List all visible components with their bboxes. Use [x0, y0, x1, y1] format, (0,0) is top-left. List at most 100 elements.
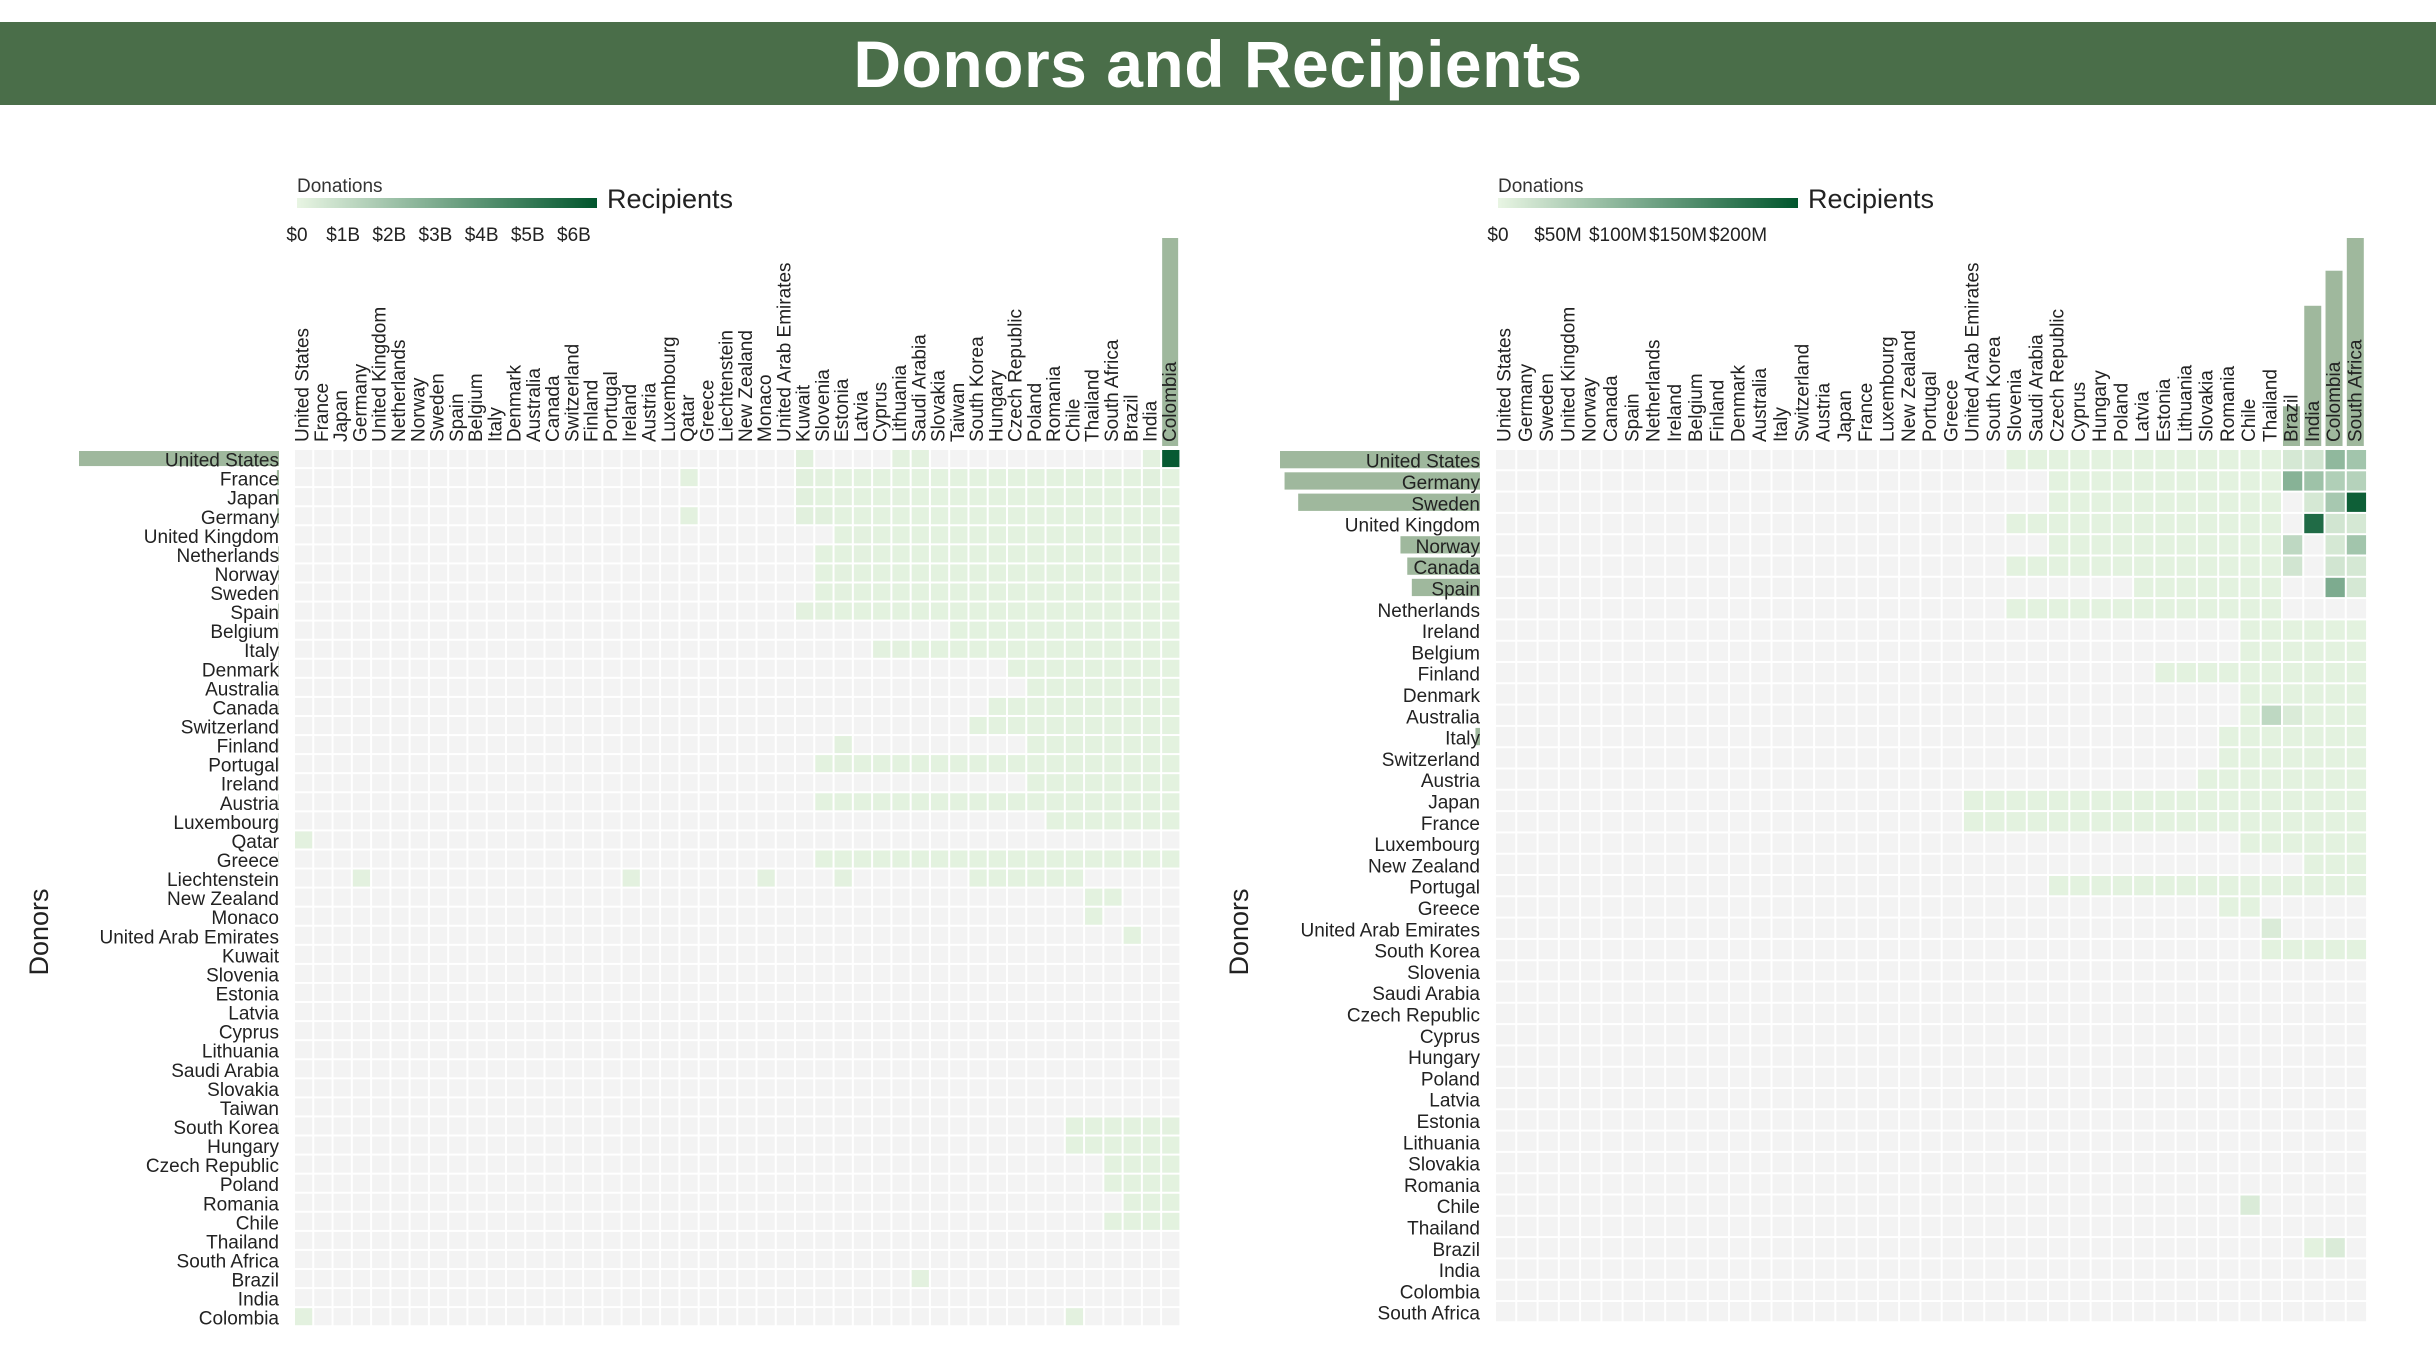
heatmap-cell — [2113, 791, 2132, 810]
heatmap-cell — [391, 679, 408, 696]
heatmap-cell — [1539, 1259, 1558, 1278]
heatmap-cell — [353, 1232, 370, 1249]
heatmap-cell — [1143, 1117, 1160, 1134]
heatmap-cell — [757, 736, 774, 753]
heatmap-cell — [372, 1060, 389, 1077]
heatmap-cell — [1602, 876, 1621, 895]
heatmap-cell — [892, 1117, 909, 1134]
heatmap-cell — [1921, 1196, 1940, 1215]
heatmap-cell — [1985, 1068, 2004, 1087]
heatmap-cell — [449, 927, 466, 944]
heatmap-cell — [2240, 876, 2259, 895]
heatmap-cell — [854, 622, 871, 639]
heatmap-cell — [468, 870, 485, 887]
heatmap-cell — [2134, 493, 2153, 512]
heatmap-cell — [603, 1098, 620, 1115]
heatmap-cell — [1815, 855, 1834, 874]
heatmap-cell — [738, 450, 755, 467]
heatmap-cell — [1143, 603, 1160, 620]
heatmap-cell — [1104, 984, 1121, 1001]
heatmap-cell — [1602, 684, 1621, 703]
heatmap-cell — [1730, 748, 1749, 767]
heatmap-cell — [642, 717, 659, 734]
heatmap-cell — [1730, 1110, 1749, 1129]
heatmap-cell — [835, 1117, 852, 1134]
heatmap-cell — [2092, 833, 2111, 852]
heatmap-cell — [1496, 1302, 1515, 1321]
heatmap-cell — [314, 1098, 331, 1115]
heatmap-cell — [912, 1079, 929, 1096]
heatmap-cell — [603, 545, 620, 562]
heatmap-cell — [719, 450, 736, 467]
heatmap-cell — [796, 850, 813, 867]
heatmap-cell — [1162, 850, 1179, 867]
donor-label-kuwait: Kuwait — [222, 946, 280, 967]
heatmap-cell — [2219, 1025, 2238, 1044]
heatmap-cell — [1900, 770, 1919, 789]
heatmap-cell — [642, 698, 659, 715]
heatmap-cell — [931, 1213, 948, 1230]
heatmap-cell — [1496, 897, 1515, 916]
heatmap-cell — [1066, 488, 1083, 505]
heatmap-cell — [565, 946, 582, 963]
heatmap-cell — [2049, 663, 2068, 682]
recipient-label-united-arab-emirates: United Arab Emirates — [1963, 262, 1984, 442]
heatmap-cell — [1645, 557, 1664, 576]
heatmap-cell — [989, 1194, 1006, 1211]
heatmap-cell — [2326, 1004, 2345, 1023]
heatmap-cell — [777, 965, 794, 982]
heatmap-cell — [1921, 1238, 1940, 1257]
heatmap-cell — [777, 984, 794, 1001]
heatmap-cell — [584, 1137, 601, 1154]
heatmap-cell — [2304, 557, 2323, 576]
heatmap-cell — [1124, 583, 1141, 600]
heatmap-cell — [314, 927, 331, 944]
heatmap-cell — [2092, 940, 2111, 959]
heatmap-cell — [1027, 965, 1044, 982]
heatmap-cell — [1645, 1089, 1664, 1108]
heatmap-cell — [719, 641, 736, 658]
heatmap-cell — [1581, 557, 1600, 576]
heatmap-cell — [2092, 493, 2111, 512]
heatmap-cell — [1624, 684, 1643, 703]
heatmap-cell — [2092, 897, 2111, 916]
heatmap-cell — [1581, 706, 1600, 725]
heatmap-cell — [565, 450, 582, 467]
heatmap-cell — [1162, 965, 1179, 982]
heatmap-cell — [700, 507, 717, 524]
heatmap-cell — [1581, 1238, 1600, 1257]
heatmap-cell — [1815, 940, 1834, 959]
heatmap-cell — [565, 603, 582, 620]
heatmap-cell — [892, 984, 909, 1001]
heatmap-cell — [1879, 1238, 1898, 1257]
heatmap-cell — [334, 1289, 351, 1306]
heatmap-cell — [1751, 620, 1770, 639]
heatmap-cell — [1560, 897, 1579, 916]
donor-label-norway: Norway — [1416, 537, 1481, 558]
heatmap-cell — [738, 698, 755, 715]
heatmap-cell — [353, 1194, 370, 1211]
heatmap-cell — [2262, 1302, 2281, 1321]
heatmap-cell — [854, 870, 871, 887]
heatmap-cell — [526, 1175, 543, 1192]
heatmap-cell — [738, 1270, 755, 1287]
heatmap-cell — [488, 965, 505, 982]
heatmap-cell — [892, 488, 909, 505]
heatmap-cell — [603, 831, 620, 848]
heatmap-cell — [1143, 641, 1160, 658]
heatmap-cell — [295, 1022, 312, 1039]
heatmap-cell — [334, 1213, 351, 1230]
heatmap-cell — [295, 488, 312, 505]
heatmap-cell — [1879, 1110, 1898, 1129]
heatmap-cell — [1836, 727, 1855, 746]
heatmap-cell — [1709, 1259, 1728, 1278]
heatmap-cell — [2304, 663, 2323, 682]
recipient-label-czech-republic: Czech Republic — [1006, 309, 1027, 442]
heatmap-cell — [411, 1175, 428, 1192]
heatmap-cell — [700, 774, 717, 791]
heatmap-cell — [565, 564, 582, 581]
heatmap-cell — [1985, 855, 2004, 874]
heatmap-cell — [2049, 642, 2068, 661]
heatmap-cell — [2347, 620, 2366, 639]
heatmap-cell — [2262, 578, 2281, 597]
